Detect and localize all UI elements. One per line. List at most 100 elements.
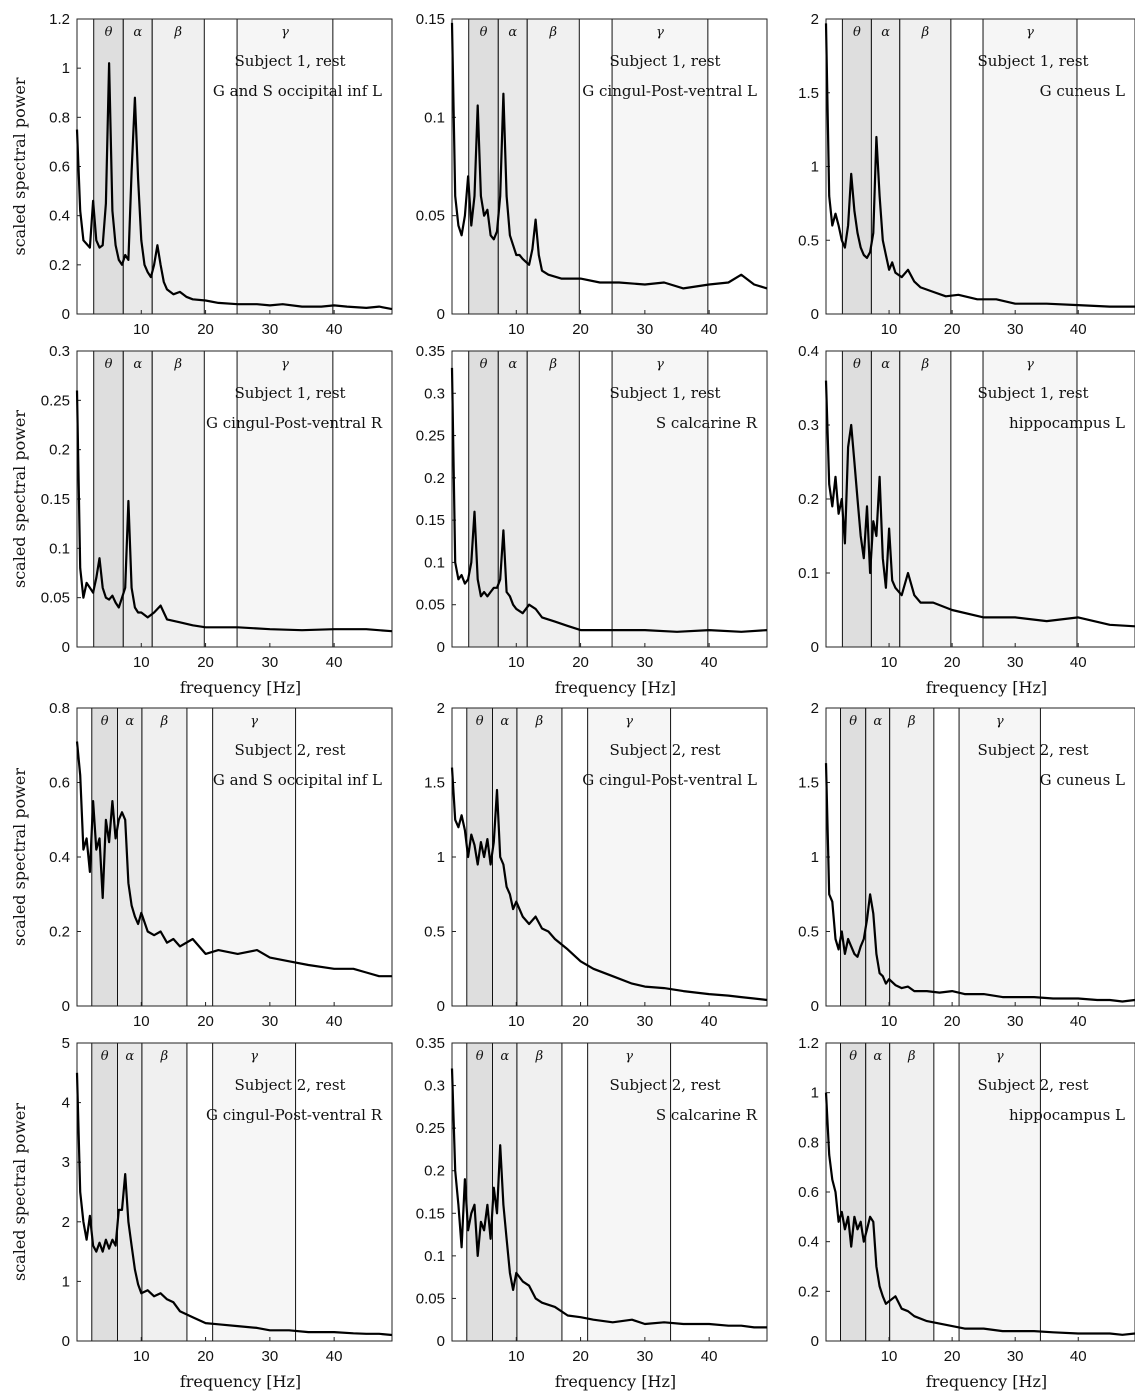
y-tick-label: 1.2 xyxy=(49,11,70,28)
subject-label: Subject 1, rest xyxy=(234,52,345,70)
x-axis-label: frequency [Hz] xyxy=(180,1372,301,1391)
band-2 xyxy=(141,707,188,1007)
y-tick-label: 0 xyxy=(437,306,445,323)
y-axis-label: scaled spectral power xyxy=(10,77,29,255)
band-label: β xyxy=(548,357,557,372)
y-tick-label: 0.15 xyxy=(416,512,445,529)
y-tick-label: 1 xyxy=(62,1273,70,1290)
band-label: θ xyxy=(849,714,857,729)
region-label: G cuneus L xyxy=(1040,82,1125,100)
band-label: β xyxy=(160,1049,169,1064)
band-label: β xyxy=(173,25,182,40)
y-tick-label: 0.8 xyxy=(49,109,70,126)
x-tick-label: 20 xyxy=(197,321,214,338)
band-label: β xyxy=(535,714,544,729)
y-tick-label: 0.6 xyxy=(49,775,70,792)
band-label: γ xyxy=(656,357,664,372)
band-label: α xyxy=(500,1049,509,1064)
band-label: θ xyxy=(480,25,488,40)
band-1 xyxy=(117,707,143,1007)
x-tick-label: 10 xyxy=(508,1013,525,1030)
band-label: β xyxy=(907,714,916,729)
y-tick-label: 0.2 xyxy=(49,924,70,941)
band-label: γ xyxy=(625,1049,633,1064)
y-tick-label: 0.2 xyxy=(798,1283,819,1300)
band-0 xyxy=(93,350,124,648)
y-axis-label: scaled spectral power xyxy=(10,410,29,588)
x-tick-label: 20 xyxy=(197,654,214,671)
y-tick-label: 0.5 xyxy=(424,924,445,941)
y-tick-label: 0.25 xyxy=(41,392,70,409)
x-tick-label: 40 xyxy=(326,321,343,338)
y-tick-label: 0.05 xyxy=(41,590,70,607)
band-label: β xyxy=(173,357,182,372)
x-axis-label: frequency [Hz] xyxy=(926,1372,1047,1391)
x-tick-label: 30 xyxy=(262,321,279,338)
band-1 xyxy=(497,350,528,648)
region-label: G cingul-Post-ventral L xyxy=(582,771,757,789)
panel-s1-r1-c2: θ α β γ 0 0.05 0.1 0.15 10 20 30 40 Subject 1, rest G… xyxy=(416,11,768,338)
region-label: G and S occipital inf L xyxy=(213,82,382,100)
x-tick-label: 10 xyxy=(133,1013,150,1030)
y-tick-label: 0.4 xyxy=(49,849,70,866)
x-tick-label: 40 xyxy=(1070,321,1087,338)
y-tick-label: 0 xyxy=(62,998,70,1015)
band-label: β xyxy=(535,1049,544,1064)
y-tick-label: 0.15 xyxy=(416,1205,445,1222)
y-tick-label: 0.4 xyxy=(798,1234,819,1251)
y-tick-label: 2 xyxy=(62,1214,70,1231)
subject-label: Subject 2, rest xyxy=(977,741,1088,759)
region-label: G cingul-Post-ventral R xyxy=(206,1106,383,1124)
x-tick-label: 20 xyxy=(944,1348,961,1365)
x-tick-label: 20 xyxy=(572,1348,589,1365)
band-label: θ xyxy=(853,357,861,372)
y-tick-label: 5 xyxy=(62,1035,70,1052)
x-tick-label: 40 xyxy=(1070,1013,1087,1030)
band-label: γ xyxy=(996,714,1004,729)
y-tick-label: 2 xyxy=(437,700,445,717)
band-3 xyxy=(958,1042,1041,1342)
y-tick-label: 0 xyxy=(62,306,70,323)
x-tick-label: 40 xyxy=(701,654,718,671)
x-tick-label: 30 xyxy=(262,654,279,671)
x-tick-label: 10 xyxy=(881,321,898,338)
y-tick-label: 0 xyxy=(811,998,819,1015)
y-tick-label: 1.5 xyxy=(798,775,819,792)
x-axis-label: frequency [Hz] xyxy=(555,1372,676,1391)
y-tick-label: 0 xyxy=(437,639,445,656)
y-tick-label: 1 xyxy=(437,849,445,866)
y-tick-label: 0.3 xyxy=(49,343,70,360)
band-label: α xyxy=(133,25,142,40)
band-2 xyxy=(151,350,205,648)
band-label: θ xyxy=(101,1049,109,1064)
x-tick-label: 10 xyxy=(133,654,150,671)
region-label: G cingul-Post-ventral L xyxy=(582,82,757,100)
band-2 xyxy=(516,707,563,1007)
spectrum-line xyxy=(450,22,768,290)
y-tick-label: 2 xyxy=(811,11,819,28)
spectrum-line xyxy=(75,390,393,633)
panel-s2-r3-c2: θ α β γ 0 0.5 1 1.5 2 10 20 30 40 Subject 2, rest G ci… xyxy=(424,700,768,1030)
band-label: β xyxy=(907,1049,916,1064)
y-tick-label: 0.1 xyxy=(424,109,445,126)
y-axis-label: scaled spectral power xyxy=(10,768,29,946)
y-tick-label: 0.1 xyxy=(424,1248,445,1265)
y-tick-label: 0.2 xyxy=(49,442,70,459)
x-tick-label: 10 xyxy=(881,1348,898,1365)
y-tick-label: 0.8 xyxy=(798,1134,819,1151)
region-label: hippocampus L xyxy=(1009,1106,1125,1124)
band-label: α xyxy=(508,357,517,372)
subject-label: Subject 1, rest xyxy=(977,52,1088,70)
y-tick-label: 1 xyxy=(811,1085,819,1102)
region-label: S calcarine R xyxy=(656,414,758,432)
band-label: θ xyxy=(101,714,109,729)
axes-frame xyxy=(451,18,768,315)
band-2 xyxy=(516,1042,563,1342)
band-label: θ xyxy=(853,25,861,40)
band-0 xyxy=(466,1042,493,1342)
spectrum-line xyxy=(450,367,768,633)
y-tick-label: 0.1 xyxy=(49,540,70,557)
x-tick-label: 20 xyxy=(572,1013,589,1030)
x-tick-label: 30 xyxy=(637,1348,654,1365)
x-tick-label: 10 xyxy=(881,1013,898,1030)
